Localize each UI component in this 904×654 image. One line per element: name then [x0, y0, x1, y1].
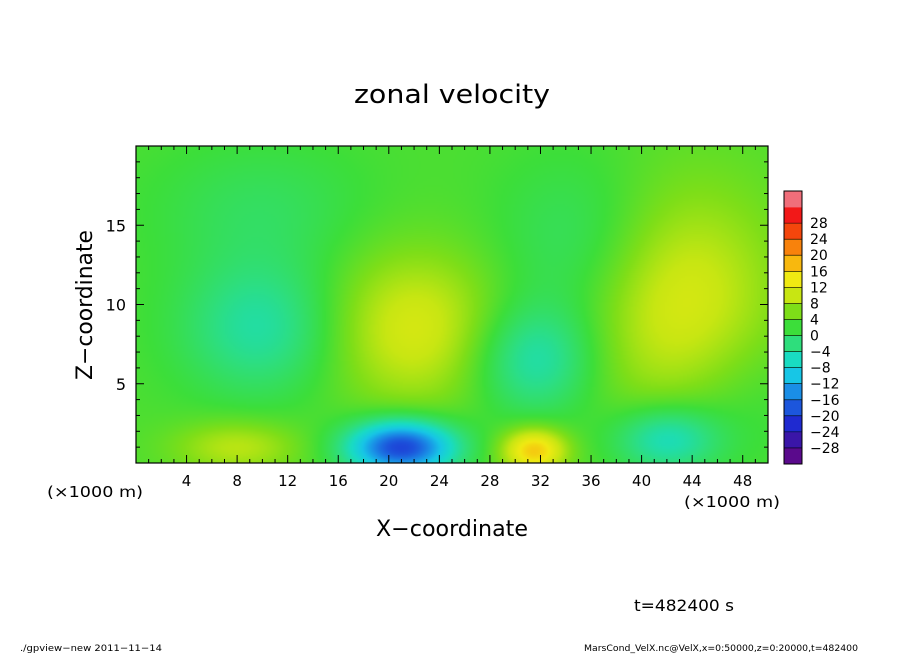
colorbar-tick-label: 8 — [810, 296, 819, 312]
y-axis-label: Z−coordinate — [73, 230, 98, 380]
x-tick-label: 20 — [379, 472, 398, 490]
colorbar-swatch — [784, 383, 802, 401]
y-tick-label: 10 — [106, 296, 126, 315]
x-tick-label: 8 — [232, 472, 242, 490]
x-tick-label: 40 — [632, 472, 651, 490]
colorbar-tick-label: −12 — [810, 377, 840, 393]
x-tick-label: 48 — [733, 472, 752, 490]
colorbar-tick-label: 12 — [810, 280, 828, 296]
y-tick-label: 5 — [116, 375, 126, 394]
x-tick-label: 36 — [581, 472, 600, 490]
x-tick-label: 4 — [182, 472, 192, 490]
colorbar-swatch — [784, 287, 802, 304]
colorbar-tick-label: −16 — [810, 393, 840, 409]
x-tick-label: 24 — [430, 472, 449, 490]
footer-right: MarsCond_VelX.nc@VelX,x=0:50000,z=0:2000… — [584, 644, 858, 654]
colorbar-tick-label: −8 — [810, 361, 831, 377]
x-unit-label-left: (×1000 m) — [47, 483, 143, 501]
colorbar-tick-label: −28 — [810, 441, 840, 457]
x-unit-label-right: (×1000 m) — [684, 493, 780, 511]
colorbar-swatch — [784, 255, 802, 272]
colorbar-swatch — [784, 207, 802, 224]
colorbar-tick-label: 24 — [810, 232, 828, 248]
x-axis-ticks: 4 8 12 16 20 24 28 32 36 40 44 48 — [148, 146, 756, 490]
x-tick-label: 44 — [683, 472, 702, 490]
colorbar-tick-label: 0 — [810, 329, 819, 345]
colorbar-tick-label: −20 — [810, 409, 840, 425]
colorbar-tick-label: 28 — [810, 216, 828, 232]
colorbar-swatch — [784, 367, 802, 385]
colorbar-swatch — [784, 239, 802, 256]
colorbar-swatch — [784, 319, 802, 336]
x-tick-label: 12 — [278, 472, 297, 490]
colorbar-frame — [783, 190, 803, 465]
chart-title: zonal velocity — [354, 80, 550, 110]
colorbar-swatch — [784, 351, 802, 368]
colorbar-tick-label: 20 — [810, 248, 828, 264]
colorbar-swatch — [784, 415, 802, 433]
x-tick-label: 32 — [531, 472, 550, 490]
colorbar-swatch — [784, 447, 802, 465]
colorbar-tick-label: −24 — [810, 425, 840, 441]
colorbar-swatch — [784, 431, 802, 449]
colorbar-swatch — [784, 223, 802, 240]
colorbar-swatch — [784, 335, 802, 352]
x-axis-label: X−coordinate — [376, 517, 528, 542]
colorbar-tick-label: 4 — [810, 312, 819, 328]
colorbar-swatch — [784, 303, 802, 320]
x-tick-label: 28 — [480, 472, 499, 490]
y-axis-ticks: 5 10 15 — [106, 161, 768, 448]
time-annotation: t=482400 s — [634, 596, 734, 615]
colorbar-swatch — [784, 399, 802, 417]
colorbar-tick-label: −4 — [810, 345, 831, 361]
colorbar-swatch — [784, 191, 802, 208]
y-tick-label: 15 — [106, 216, 126, 235]
x-tick-label: 16 — [329, 472, 348, 490]
velocity-heatmap — [136, 146, 768, 463]
colorbar-tick-label: 16 — [810, 264, 828, 280]
colorbar-swatch — [784, 271, 802, 288]
footer-left: ./gpview−new 2011−11−14 — [20, 644, 162, 654]
